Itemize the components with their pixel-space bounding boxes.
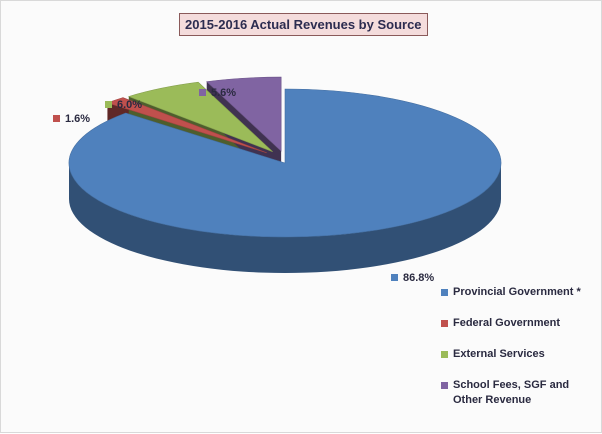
legend-item-external: External Services [441, 347, 599, 362]
pie-slice [206, 76, 282, 152]
chart-title: 2015-2016 Actual Revenues by Source [179, 13, 428, 36]
legend-swatch [441, 351, 448, 358]
data-label-external: 6.0% [105, 99, 142, 111]
data-label-swatch [391, 274, 398, 281]
pie-slice [68, 88, 502, 238]
legend-item-provincial: Provincial Government * [441, 285, 599, 300]
data-label-swatch [199, 89, 206, 96]
legend-swatch [441, 320, 448, 327]
data-label-provincial: 86.8% [391, 272, 434, 284]
legend-item-school-fees: School Fees, SGF and Other Revenue [441, 378, 599, 408]
legend-swatch [441, 289, 448, 296]
data-label-swatch [53, 115, 60, 122]
data-label-school-fees: 5.6% [199, 87, 236, 99]
data-label-swatch [105, 101, 112, 108]
legend-swatch [441, 382, 448, 389]
legend-item-federal: Federal Government [441, 316, 599, 331]
pie-slice-side [69, 163, 501, 273]
data-label-federal: 1.6% [53, 113, 90, 125]
pie-slice [127, 81, 273, 152]
legend: Provincial Government * Federal Governme… [441, 285, 599, 424]
